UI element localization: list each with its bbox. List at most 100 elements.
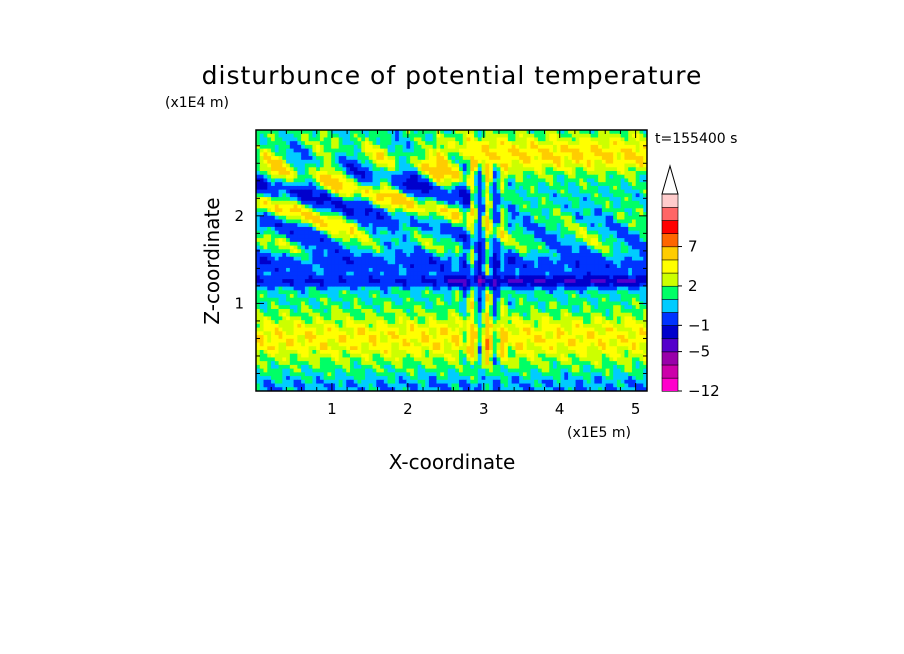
field-cell (308, 200, 313, 206)
field-cell (334, 185, 340, 191)
field-cell (534, 297, 539, 303)
field-cell (410, 137, 415, 142)
field-cell (643, 167, 647, 172)
field-cell (387, 185, 392, 191)
field-cell (365, 171, 370, 176)
field-cell (613, 230, 618, 235)
field-cell (443, 167, 449, 172)
field-cell (515, 185, 520, 191)
field-cell (534, 141, 539, 146)
field-cell (631, 267, 637, 273)
field-cell (316, 189, 321, 194)
field-cell (402, 137, 407, 142)
field-cell (526, 230, 532, 235)
field-cell (477, 156, 483, 161)
field-cell (462, 208, 468, 213)
field-cell (361, 204, 366, 209)
field-cell (286, 185, 291, 191)
field-cell (349, 185, 355, 191)
field-cell (500, 185, 505, 191)
field-cell (594, 290, 599, 295)
field-cell (274, 130, 280, 135)
field-cell (413, 219, 419, 224)
field-cell (530, 253, 535, 258)
field-cell (639, 159, 644, 165)
field-cell (586, 260, 592, 265)
field-cell (631, 182, 637, 187)
field-cell (346, 215, 351, 221)
field-cell (616, 163, 622, 168)
field-cell (312, 159, 317, 165)
field-cell (376, 238, 381, 243)
field-cell (519, 219, 524, 224)
field-cell (365, 185, 370, 191)
field-cell (459, 189, 464, 194)
field-cell (406, 264, 411, 269)
field-cell (312, 182, 317, 187)
field-cell (398, 245, 404, 250)
field-cell (568, 264, 573, 269)
field-cell (357, 197, 362, 202)
field-cell (553, 245, 558, 250)
field-cell (297, 253, 302, 258)
field-cell (586, 137, 592, 142)
field-cell (462, 215, 468, 221)
field-cell (267, 163, 272, 168)
field-cell (537, 200, 543, 206)
field-cell (316, 219, 321, 224)
field-cell (428, 148, 434, 153)
field-cell (462, 230, 468, 235)
field-cell (271, 234, 276, 239)
field-cell (492, 208, 498, 213)
field-cell (398, 241, 404, 247)
field-cell (541, 189, 547, 194)
field-cell (507, 148, 513, 153)
field-cell (282, 137, 287, 142)
field-cell (289, 148, 295, 153)
field-cell (331, 301, 336, 306)
field-cell (541, 275, 547, 280)
field-cell (376, 279, 381, 284)
field-cell (609, 178, 614, 183)
field-cell (507, 163, 513, 168)
field-cell (263, 156, 268, 161)
field-cell (534, 275, 539, 280)
field-cell (571, 137, 577, 142)
field-cell (485, 249, 490, 254)
field-cell (519, 226, 524, 232)
field-cell (492, 286, 498, 291)
field-cell (304, 148, 310, 153)
field-cell (530, 133, 535, 139)
field-cell (338, 241, 344, 247)
field-cell (387, 174, 392, 180)
field-cell (616, 219, 622, 224)
field-cell (601, 290, 607, 295)
field-cell (586, 204, 592, 209)
field-cell (586, 234, 592, 239)
field-cell (598, 189, 603, 194)
field-cell (334, 238, 340, 243)
field-cell (361, 301, 366, 306)
field-cell (286, 174, 291, 180)
field-cell (278, 219, 283, 224)
field-cell (327, 219, 332, 224)
field-cell (365, 215, 370, 221)
field-cell (571, 241, 577, 247)
field-cell (334, 152, 340, 157)
field-cell (639, 167, 644, 172)
field-cell (537, 253, 543, 258)
field-cell (534, 159, 539, 165)
field-cell (368, 141, 374, 146)
field-cell (380, 297, 385, 303)
field-cell (417, 174, 423, 180)
field-cell (628, 137, 633, 142)
field-cell (293, 290, 298, 295)
field-cell (289, 215, 295, 221)
field-cell (282, 219, 287, 224)
field-cell (511, 294, 517, 299)
field-cell (293, 260, 298, 265)
field-cell (312, 223, 317, 228)
field-cell (395, 215, 400, 221)
field-cell (383, 279, 389, 284)
field-cell (609, 249, 614, 254)
